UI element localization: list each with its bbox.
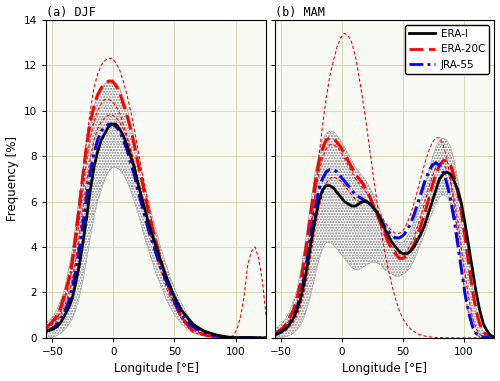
X-axis label: Longitude [°E]: Longitude [°E]	[114, 362, 198, 375]
Text: (a) DJF: (a) DJF	[46, 6, 96, 19]
Y-axis label: Frequency [%]: Frequency [%]	[6, 136, 18, 221]
X-axis label: Longitude [°E]: Longitude [°E]	[342, 362, 427, 375]
Text: (b) MAM: (b) MAM	[275, 6, 324, 19]
Legend: ERA-I, ERA-20C, JRA-55: ERA-I, ERA-20C, JRA-55	[406, 25, 489, 74]
